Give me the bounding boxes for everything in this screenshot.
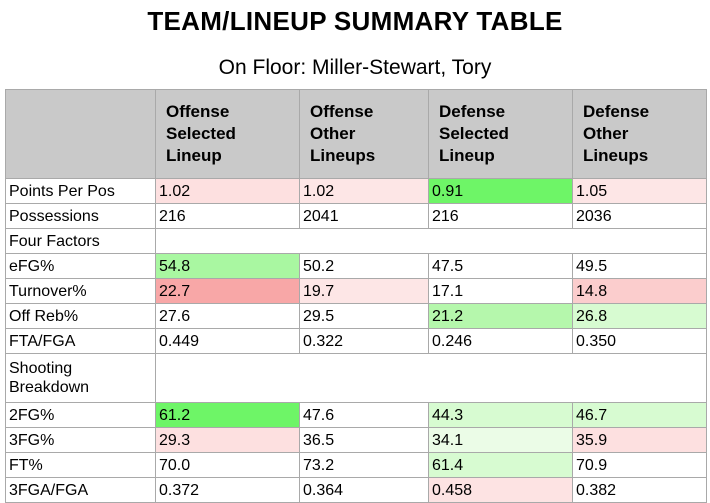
section-row: Shooting Breakdown bbox=[5, 353, 707, 403]
table-cell: 0.449 bbox=[155, 328, 300, 354]
row-label: Points Per Pos bbox=[5, 178, 156, 204]
column-header-line: Selected bbox=[439, 124, 509, 143]
table-cell: 0.458 bbox=[428, 477, 573, 503]
table-cell: 1.02 bbox=[155, 178, 300, 204]
table-row: 3FGA/FGA 0.372 0.364 0.458 0.382 bbox=[5, 477, 707, 503]
row-label: Possessions bbox=[5, 203, 156, 229]
table-cell: 0.91 bbox=[428, 178, 573, 204]
table-row: Off Reb% 27.6 29.5 21.2 26.8 bbox=[5, 303, 707, 329]
table-cell: 0.382 bbox=[572, 477, 707, 503]
table-cell: 36.5 bbox=[299, 427, 429, 453]
table-cell: 14.8 bbox=[572, 278, 707, 304]
table-cell: 47.6 bbox=[299, 402, 429, 428]
table-cell: 70.0 bbox=[155, 452, 300, 478]
column-header-line: Selected bbox=[166, 124, 236, 143]
table-row: 2FG% 61.2 47.6 44.3 46.7 bbox=[5, 402, 707, 428]
table-cell: 0.364 bbox=[299, 477, 429, 503]
table-cell: 46.7 bbox=[572, 402, 707, 428]
column-header-line: Other bbox=[310, 124, 356, 143]
column-header-line: Lineup bbox=[166, 146, 222, 165]
column-header-line: Defense bbox=[583, 102, 650, 121]
column-header-line: Defense bbox=[439, 102, 506, 121]
row-label: 3FGA/FGA bbox=[5, 477, 156, 503]
table-cell: 47.5 bbox=[428, 253, 573, 279]
row-label: 2FG% bbox=[5, 402, 156, 428]
column-header-line: Lineup bbox=[439, 146, 495, 165]
column-header-line: Other bbox=[583, 124, 629, 143]
table-row: Turnover% 22.7 19.7 17.1 14.8 bbox=[5, 278, 707, 304]
table-cell: 216 bbox=[428, 203, 573, 229]
table-row: Points Per Pos 1.02 1.02 0.91 1.05 bbox=[5, 178, 707, 204]
table-cell: 2041 bbox=[299, 203, 429, 229]
row-label: Off Reb% bbox=[5, 303, 156, 329]
table-cell: 26.8 bbox=[572, 303, 707, 329]
row-label: FTA/FGA bbox=[5, 328, 156, 354]
table-cell: 17.1 bbox=[428, 278, 573, 304]
column-header: Offense Selected Lineup bbox=[155, 89, 300, 179]
table-cell: 2036 bbox=[572, 203, 707, 229]
column-header: Defense Other Lineups bbox=[572, 89, 707, 179]
table-cell: 27.6 bbox=[155, 303, 300, 329]
column-header-line: Lineups bbox=[583, 146, 649, 165]
table-cell: 61.4 bbox=[428, 452, 573, 478]
table-cell: 0.350 bbox=[572, 328, 707, 354]
table-cell: 49.5 bbox=[572, 253, 707, 279]
page-title: TEAM/LINEUP SUMMARY TABLE bbox=[147, 6, 563, 36]
row-label: Turnover% bbox=[5, 278, 156, 304]
column-header: Offense Other Lineups bbox=[299, 89, 429, 179]
table-cell: 34.1 bbox=[428, 427, 573, 453]
table-row: eFG% 54.8 50.2 47.5 49.5 bbox=[5, 253, 707, 279]
table-cell: 0.246 bbox=[428, 328, 573, 354]
header-corner bbox=[5, 89, 156, 179]
summary-table: Offense Selected Lineup Offense Other Lineups… bbox=[5, 89, 707, 503]
row-label: FT% bbox=[5, 452, 156, 478]
section-label: Shooting Breakdown bbox=[5, 353, 156, 403]
table-cell: 21.2 bbox=[428, 303, 573, 329]
column-header-line: Offense bbox=[310, 102, 374, 121]
page-subtitle: On Floor: Miller-Stewart, Tory bbox=[218, 56, 492, 79]
table-row: FT% 70.0 73.2 61.4 70.9 bbox=[5, 452, 707, 478]
table-row: Possessions 216 2041 216 2036 bbox=[5, 203, 707, 229]
section-row: Four Factors bbox=[5, 228, 707, 254]
section-spacer bbox=[155, 228, 707, 254]
column-header-line: Lineups bbox=[310, 146, 376, 165]
table-cell: 61.2 bbox=[155, 402, 300, 428]
table-cell: 70.9 bbox=[572, 452, 707, 478]
table-cell: 73.2 bbox=[299, 452, 429, 478]
table-cell: 22.7 bbox=[155, 278, 300, 304]
table-cell: 0.372 bbox=[155, 477, 300, 503]
column-header: Defense Selected Lineup bbox=[428, 89, 573, 179]
section-label: Four Factors bbox=[5, 228, 156, 254]
table-cell: 0.322 bbox=[299, 328, 429, 354]
table-cell: 1.05 bbox=[572, 178, 707, 204]
header-row: Offense Selected Lineup Offense Other Lineups… bbox=[5, 89, 707, 179]
row-label: 3FG% bbox=[5, 427, 156, 453]
table-row: FTA/FGA 0.449 0.322 0.246 0.350 bbox=[5, 328, 707, 354]
table-cell: 29.3 bbox=[155, 427, 300, 453]
table-cell: 44.3 bbox=[428, 402, 573, 428]
column-header-line: Offense bbox=[166, 102, 230, 121]
table-body: Points Per Pos 1.02 1.02 0.91 1.05 Possession… bbox=[5, 178, 707, 503]
table-cell: 19.7 bbox=[299, 278, 429, 304]
table-cell: 216 bbox=[155, 203, 300, 229]
table-cell: 1.02 bbox=[299, 178, 429, 204]
section-spacer bbox=[155, 353, 707, 403]
table-row: 3FG% 29.3 36.5 34.1 35.9 bbox=[5, 427, 707, 453]
table-cell: 29.5 bbox=[299, 303, 429, 329]
table-cell: 54.8 bbox=[155, 253, 300, 279]
table-cell: 35.9 bbox=[572, 427, 707, 453]
table-cell: 50.2 bbox=[299, 253, 429, 279]
row-label: eFG% bbox=[5, 253, 156, 279]
